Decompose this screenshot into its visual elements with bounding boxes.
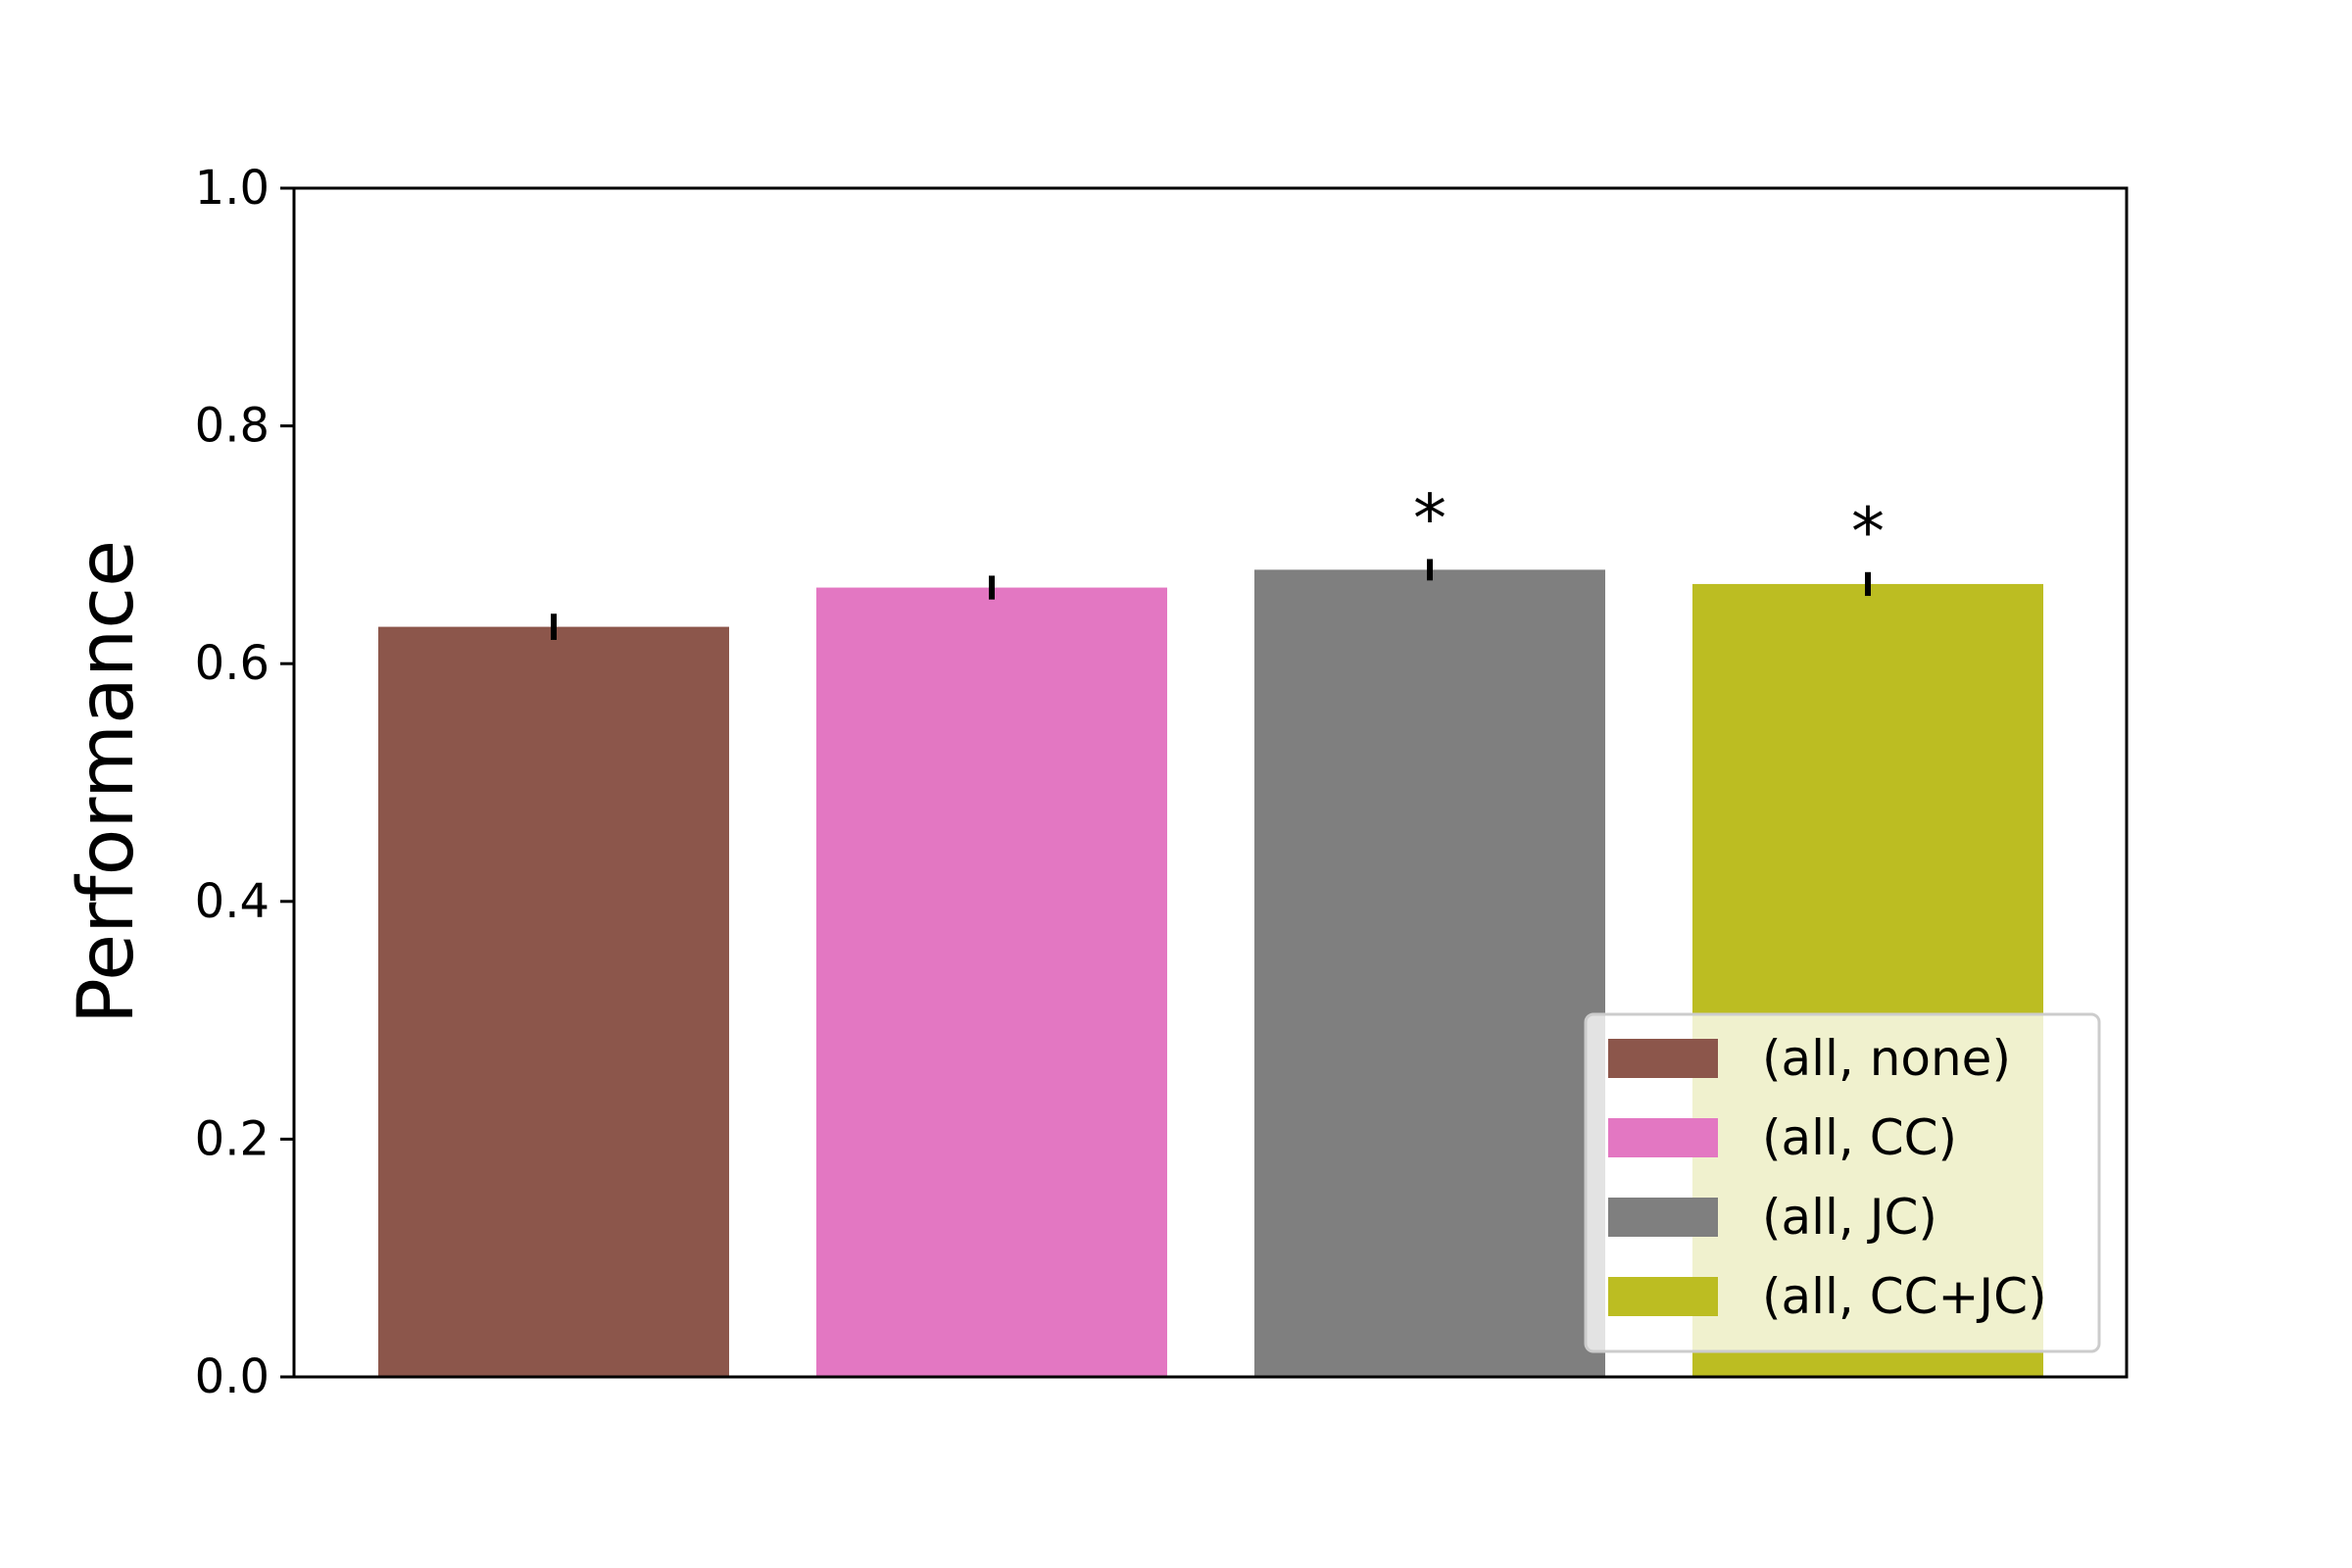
significance-marker: * (1851, 494, 1885, 571)
legend-label: (all, JC) (1762, 1189, 1937, 1246)
y-axis-label: Performance (63, 540, 151, 1024)
legend-label: (all, CC+JC) (1762, 1268, 2047, 1325)
legend: (all, none) (all, CC) (all, JC) (all, CC+JC… (1584, 1012, 2101, 1353)
legend-swatch (1608, 1277, 1718, 1316)
legend-swatch (1608, 1198, 1718, 1237)
significance-markers-group: * * (1413, 480, 1885, 570)
legend-label: (all, none) (1762, 1030, 2011, 1087)
y-tick-label: 0.6 (195, 636, 270, 691)
y-tick-label: 0.8 (195, 399, 270, 454)
bar (1254, 569, 1605, 1377)
y-tick-label: 0.4 (195, 874, 270, 929)
bar (816, 587, 1167, 1377)
bar (378, 626, 729, 1377)
plot-frame (292, 186, 2129, 1379)
legend-swatch (1608, 1039, 1718, 1078)
legend-box (1584, 1012, 2101, 1353)
y-tick-label: 0.0 (195, 1349, 270, 1404)
legend-swatch (1608, 1118, 1718, 1157)
significance-marker: * (1413, 480, 1446, 558)
y-tick-label: 1.0 (195, 161, 270, 216)
error-bars-group (551, 559, 1871, 640)
y-tick-label: 0.2 (195, 1111, 270, 1166)
y-axis: 0.0 0.2 0.4 0.6 0.8 1.0 (195, 161, 294, 1404)
legend-label: (all, CC) (1762, 1109, 1957, 1166)
